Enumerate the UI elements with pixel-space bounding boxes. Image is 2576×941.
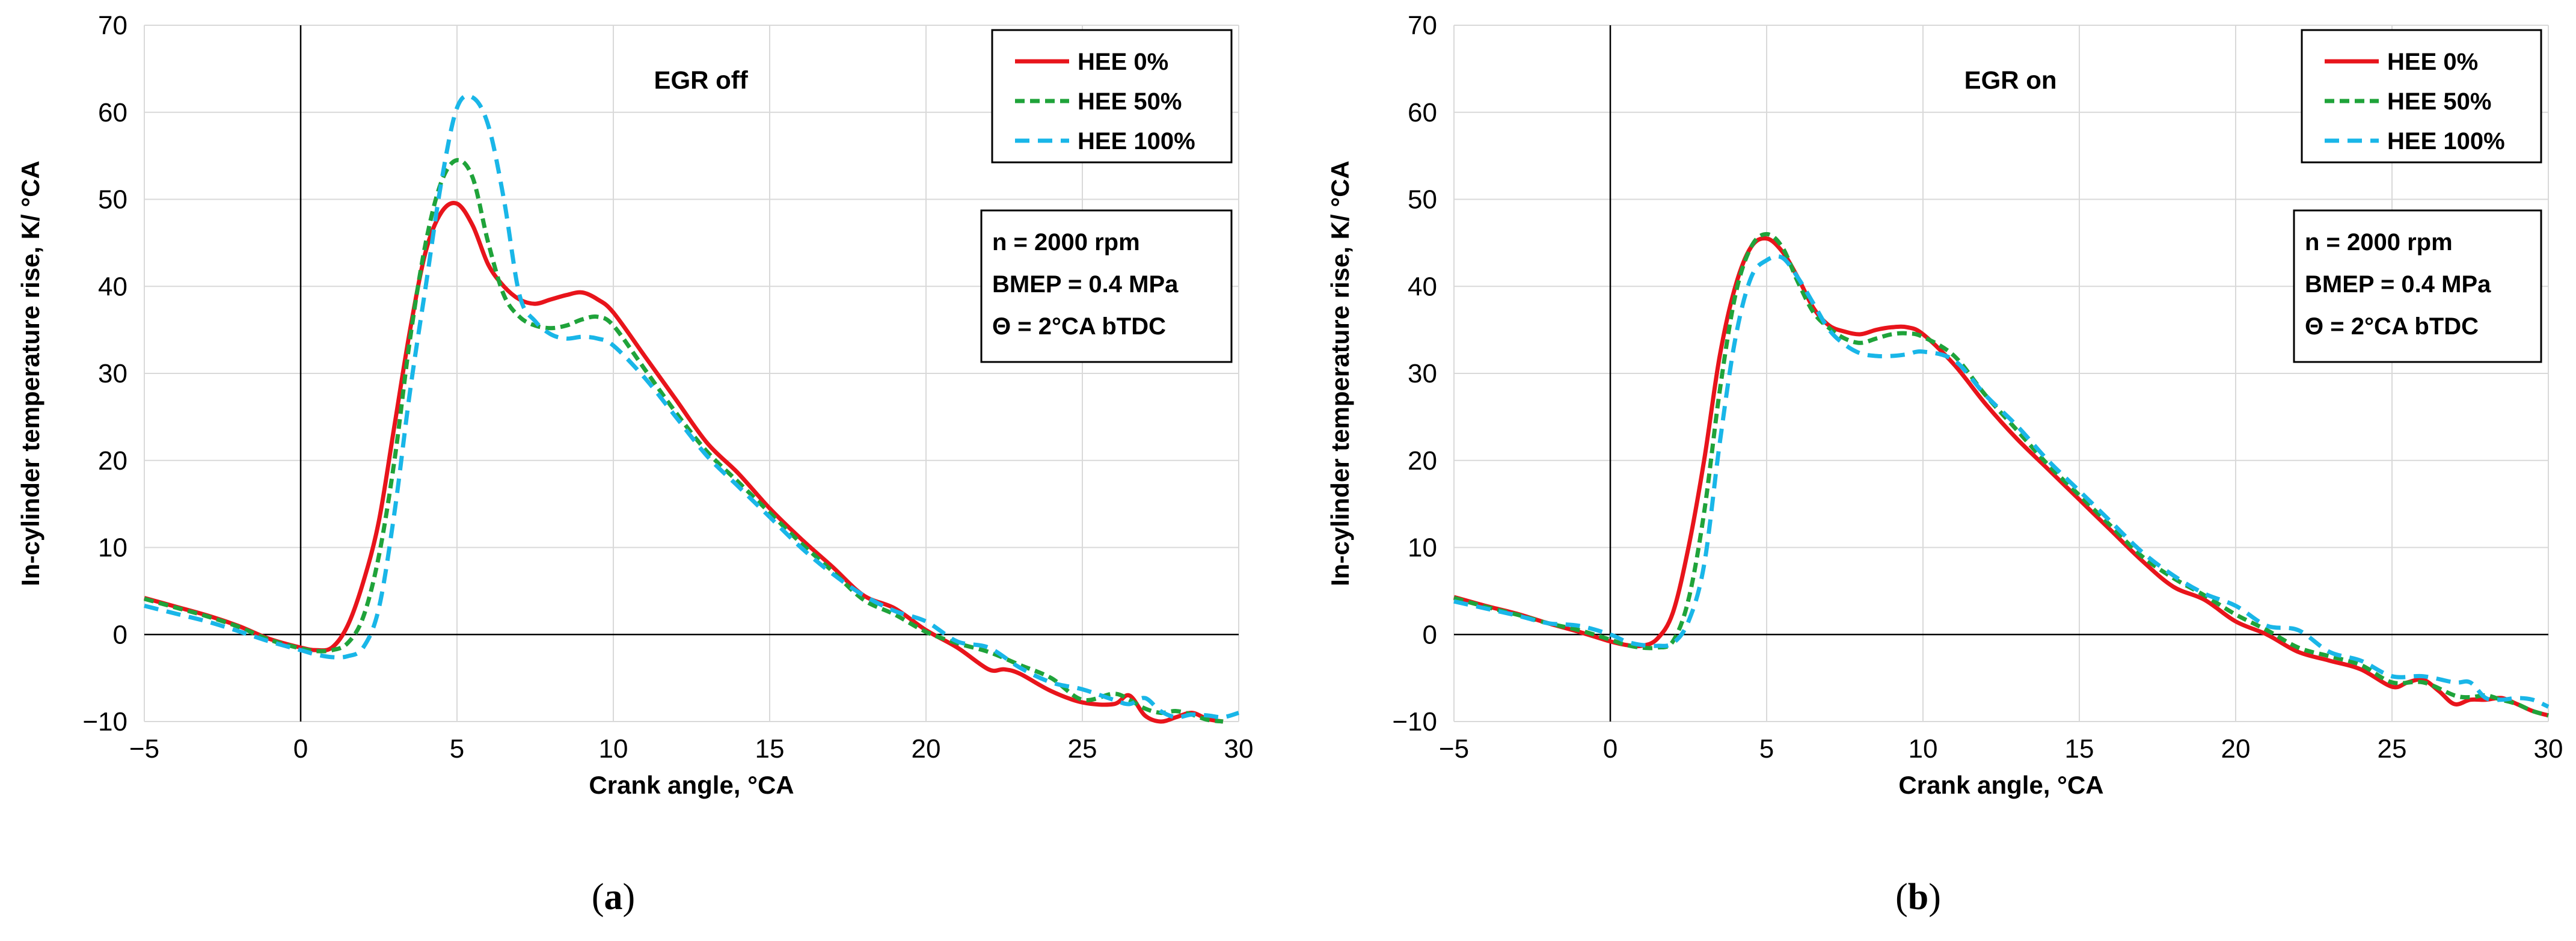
y-tick-label: 0 xyxy=(113,620,127,649)
x-tick-label: 10 xyxy=(1909,734,1938,764)
legend-box xyxy=(991,29,1233,164)
x-tick-label: −5 xyxy=(1439,734,1469,764)
series-lines xyxy=(144,93,1240,724)
y-tick-label: 20 xyxy=(1408,446,1437,476)
zero-axes xyxy=(144,25,1239,722)
series-lines xyxy=(1453,231,2550,718)
condition-line: Θ = 2°CA bTDC xyxy=(2305,313,2479,340)
y-axis-label: In-cylinder temperature rise, K/ °CA xyxy=(16,161,44,586)
y-tick-label: 20 xyxy=(98,446,127,476)
panel-caption-letter: b xyxy=(1908,877,1928,918)
y-tick-label: 50 xyxy=(98,185,127,215)
x-tick-labels: −5 0 5 10 15 20 25 30 xyxy=(129,734,1254,764)
x-tick-label: 0 xyxy=(293,734,308,764)
legend-label: HEE 100% xyxy=(2387,128,2505,155)
y-tick-label: 30 xyxy=(98,359,127,388)
y-tick-label: 60 xyxy=(98,98,127,127)
y-tick-label: −10 xyxy=(82,707,127,737)
y-tick-label: 40 xyxy=(1408,272,1437,301)
conditions-box: n = 2000 rpm BMEP = 0.4 MPa Θ = 2°CA bTD… xyxy=(2293,209,2542,363)
y-tick-label: 10 xyxy=(98,533,127,563)
x-tick-label: 30 xyxy=(2534,734,2563,764)
conditions-frame xyxy=(2293,209,2542,363)
panel-caption-letter: a xyxy=(604,877,623,918)
y-tick-label: 0 xyxy=(1423,620,1437,649)
chart-panel-b: −10 0 10 20 30 40 50 60 70 −5 0 5 10 15 … xyxy=(1326,11,2563,918)
y-tick-label: 40 xyxy=(98,272,127,301)
legend-label: HEE 0% xyxy=(1078,49,1168,75)
y-tick-label: 70 xyxy=(1408,11,1437,40)
legend: HEE 0% HEE 50% HEE 100% xyxy=(991,29,1233,164)
zero-axes xyxy=(1454,25,2548,722)
y-axis-label: In-cylinder temperature rise, K/ °CA xyxy=(1326,161,1354,586)
x-axis-label: Crank angle, °CA xyxy=(1898,771,2103,799)
chart-title: EGR on xyxy=(1964,66,2057,94)
y-tick-label: 50 xyxy=(1408,185,1437,215)
x-tick-labels: −5 0 5 10 15 20 25 30 xyxy=(1439,734,2563,764)
legend-label: HEE 50% xyxy=(1078,88,1182,115)
legend-label: HEE 100% xyxy=(1078,128,1195,155)
y-tick-label: −10 xyxy=(1392,707,1437,737)
y-tick-label: 60 xyxy=(1408,98,1437,127)
x-tick-label: 20 xyxy=(2221,734,2251,764)
legend-label: HEE 50% xyxy=(2387,88,2491,115)
x-tick-label: 5 xyxy=(1759,734,1774,764)
x-tick-label: 15 xyxy=(755,734,785,764)
panel-caption: (b) xyxy=(1895,877,1941,918)
y-tick-label: 70 xyxy=(98,11,127,40)
x-tick-label: 0 xyxy=(1603,734,1618,764)
x-tick-label: 10 xyxy=(599,734,628,764)
chart-panel-a: −10 0 10 20 30 40 50 60 70 −5 0 5 10 15 … xyxy=(16,11,1253,918)
condition-line: BMEP = 0.4 MPa xyxy=(2305,271,2491,298)
y-tick-labels: −10 0 10 20 30 40 50 60 70 xyxy=(82,11,127,737)
x-tick-label: 15 xyxy=(2065,734,2094,764)
x-tick-label: 25 xyxy=(1068,734,1097,764)
condition-line: BMEP = 0.4 MPa xyxy=(992,271,1179,298)
condition-line: Θ = 2°CA bTDC xyxy=(992,313,1166,340)
x-tick-label: 25 xyxy=(2378,734,2407,764)
legend-box xyxy=(2301,29,2542,164)
panel-caption: (a) xyxy=(592,877,635,918)
conditions-frame xyxy=(980,209,1233,363)
series-line-hee0 xyxy=(144,201,1224,724)
x-tick-label: 5 xyxy=(450,734,464,764)
legend-label: HEE 0% xyxy=(2387,49,2478,75)
condition-line: n = 2000 rpm xyxy=(2305,229,2453,256)
condition-line: n = 2000 rpm xyxy=(992,229,1140,256)
y-tick-labels: −10 0 10 20 30 40 50 60 70 xyxy=(1392,11,1437,737)
legend: HEE 0% HEE 50% HEE 100% xyxy=(2301,29,2542,164)
x-tick-label: −5 xyxy=(129,734,159,764)
conditions-box: n = 2000 rpm BMEP = 0.4 MPa Θ = 2°CA bTD… xyxy=(980,209,1233,363)
series-line-hee100 xyxy=(1453,254,2550,709)
x-tick-label: 30 xyxy=(1224,734,1254,764)
series-line-hee100 xyxy=(144,93,1240,720)
y-tick-label: 10 xyxy=(1408,533,1437,563)
y-tick-label: 30 xyxy=(1408,359,1437,388)
x-axis-label: Crank angle, °CA xyxy=(589,771,794,799)
x-tick-label: 20 xyxy=(912,734,941,764)
chart-title: EGR off xyxy=(654,66,748,94)
